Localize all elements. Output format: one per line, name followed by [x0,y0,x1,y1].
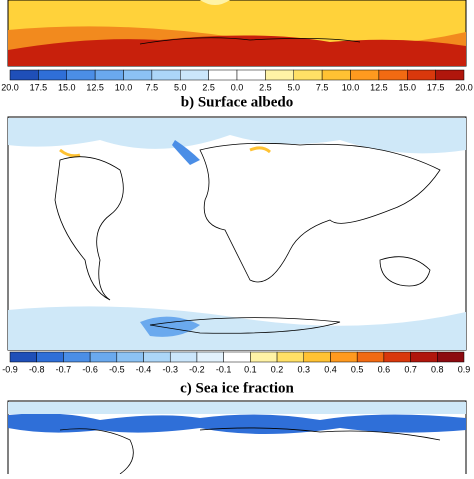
colorbar-label: 15.0 [398,82,416,92]
color-box [321,69,351,81]
colorbar-label: 0.9 [458,364,471,374]
color-box [437,351,465,363]
colorbar-label: 10.0 [115,82,133,92]
map-panel-a [7,0,467,67]
colorbar-label: 0.6 [378,364,391,374]
colorbar-label: 7.5 [316,82,329,92]
colorbar-label: 10.0 [342,82,360,92]
color-box [36,351,64,363]
color-box [410,351,438,363]
color-box [66,69,96,81]
color-box [123,69,153,81]
colorbar-label: 20.0 [1,82,19,92]
color-box [250,351,278,363]
colorbar-label: 12.5 [86,82,104,92]
color-box [330,351,358,363]
colorbar-label: 0.8 [431,364,444,374]
color-box [303,351,331,363]
colorbar-label: -0.6 [82,364,98,374]
colorbar-label: 17.5 [427,82,445,92]
color-box [276,351,305,363]
colorbar-label: 7.5 [146,82,159,92]
colorbar-label: -0.7 [56,364,72,374]
colorbar-label: 5.0 [174,82,187,92]
color-box [407,69,436,81]
colorbar-label: 12.5 [370,82,388,92]
color-box [223,351,251,363]
colorbar-label: 0.5 [351,364,364,374]
color-box [383,351,411,363]
colorbar-label: 0.2 [271,364,284,374]
color-box [196,351,224,363]
color-box [378,69,408,81]
color-box [435,69,465,81]
colorbar-label: 0.1 [244,364,257,374]
colorbar-label: -0.9 [2,364,18,374]
colorbar-label: 2.5 [259,82,272,92]
colorbar-label: 0.3 [298,364,311,374]
color-box [38,69,67,81]
color-box [9,69,39,81]
colorbar-label: -0.2 [189,364,205,374]
color-box [208,69,238,81]
colorbar: 20.0 17.5 15.0 12.5 10.0 7.5 5.0 2.5 0.0 2.5 5.0 7.… [1,69,473,92]
colorbar-label: -0.3 [162,364,178,374]
map-panel-b [7,116,467,351]
panel-title: c) Sea ice fraction [180,380,294,396]
colorbar-label: 5.0 [287,82,300,92]
color-box [94,69,124,81]
color-box [89,351,118,363]
color-box [143,351,171,363]
colorbar-label: 0.0 [231,82,244,92]
color-box [350,69,380,81]
color-box [151,69,181,81]
color-box [116,351,144,363]
colorbar: -0.9 -0.8 -0.7 -0.6 -0.5 -0.4 -0.3 -0.2 -0.1 0.1 0… [2,351,471,374]
map-panel-c [7,400,467,479]
color-box [265,69,294,81]
colorbar-label: 0.7 [404,364,417,374]
color-box [356,351,385,363]
colorbar-label: -0.8 [29,364,45,374]
colorbar-label: 0.4 [324,364,337,374]
colorbar-label: 15.0 [58,82,76,92]
color-box [293,69,323,81]
color-box [9,351,37,363]
color-box [236,69,266,81]
colorbar-label: -0.4 [136,364,152,374]
colorbar-label: -0.5 [109,364,125,374]
colorbar-label: 2.5 [202,82,215,92]
panel-title: b) Surface albedo [181,94,294,110]
color-box [63,351,91,363]
color-box [169,351,198,363]
colorbar-label: 17.5 [30,82,48,92]
color-box [180,69,209,81]
colorbar-label: 20.0 [455,82,473,92]
colorbar-label: -0.1 [216,364,232,374]
